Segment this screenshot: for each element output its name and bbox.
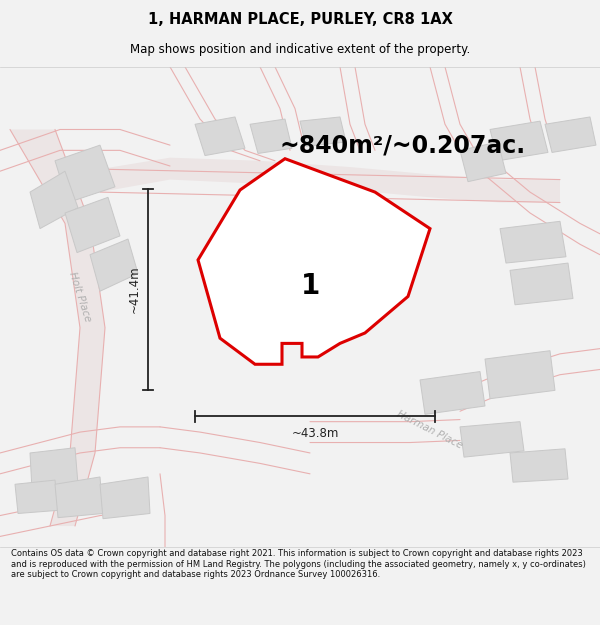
Polygon shape [15, 480, 58, 514]
Text: ~43.8m: ~43.8m [292, 427, 338, 439]
Polygon shape [55, 477, 103, 518]
Text: Holt Place: Holt Place [67, 270, 93, 322]
Polygon shape [545, 117, 596, 152]
Text: Map shows position and indicative extent of the property.: Map shows position and indicative extent… [130, 44, 470, 56]
Polygon shape [490, 121, 548, 161]
Polygon shape [460, 142, 506, 182]
Polygon shape [300, 117, 346, 146]
Polygon shape [65, 198, 120, 252]
Polygon shape [100, 477, 150, 519]
Text: ~41.4m: ~41.4m [128, 266, 140, 314]
Polygon shape [510, 263, 573, 305]
Text: 1: 1 [301, 272, 320, 300]
Text: Harman Place: Harman Place [395, 409, 464, 451]
Polygon shape [100, 158, 560, 202]
Polygon shape [198, 159, 430, 364]
Text: 1, HARMAN PLACE, PURLEY, CR8 1AX: 1, HARMAN PLACE, PURLEY, CR8 1AX [148, 12, 452, 27]
Polygon shape [420, 372, 485, 414]
Polygon shape [245, 257, 325, 315]
Polygon shape [500, 221, 566, 263]
Polygon shape [10, 129, 105, 526]
Polygon shape [485, 351, 555, 399]
Polygon shape [55, 145, 115, 202]
Polygon shape [90, 239, 138, 291]
Polygon shape [30, 448, 78, 489]
Polygon shape [460, 422, 524, 457]
Polygon shape [510, 449, 568, 482]
Polygon shape [250, 119, 292, 154]
Text: Contains OS data © Crown copyright and database right 2021. This information is : Contains OS data © Crown copyright and d… [11, 549, 586, 579]
Polygon shape [195, 117, 245, 156]
Polygon shape [30, 171, 78, 229]
Text: ~840m²/~0.207ac.: ~840m²/~0.207ac. [280, 133, 526, 157]
